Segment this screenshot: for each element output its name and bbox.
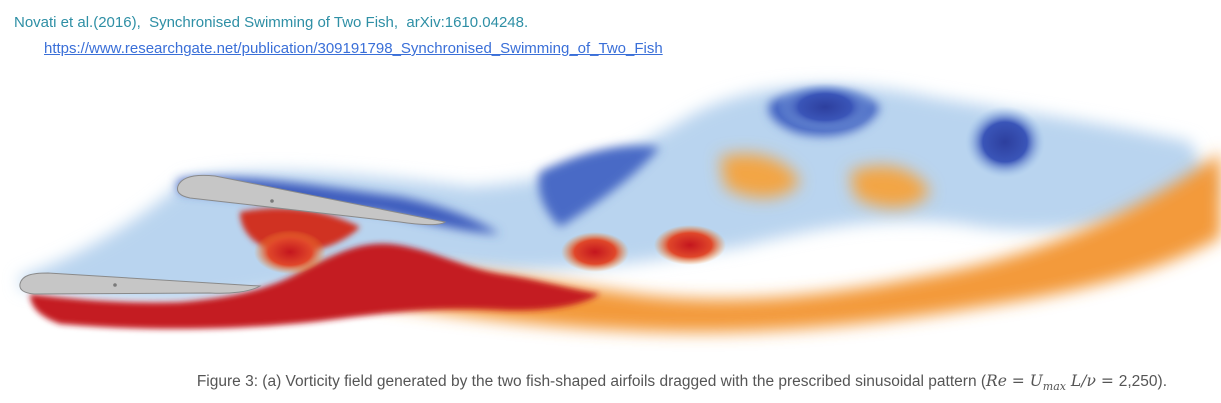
red-vortex-mid xyxy=(561,232,629,272)
blue-vortex-top xyxy=(777,83,873,131)
airfoil-upper xyxy=(177,174,447,226)
red-vortex-right xyxy=(654,225,726,265)
blue-vortex-core xyxy=(965,106,1045,178)
vorticity-field-figure xyxy=(19,83,1221,333)
figure-caption: Figure 3: (a) Vorticity field generated … xyxy=(196,372,1167,394)
red-vortex-left xyxy=(254,230,326,274)
airfoil-lower xyxy=(19,272,262,295)
caption-math: Re = Umax L/ν = xyxy=(986,372,1119,394)
researchgate-link[interactable]: https://www.researchgate.net/publication… xyxy=(44,40,663,57)
citation-text: Novati et al.(2016), Synchronised Swimmi… xyxy=(14,14,529,31)
